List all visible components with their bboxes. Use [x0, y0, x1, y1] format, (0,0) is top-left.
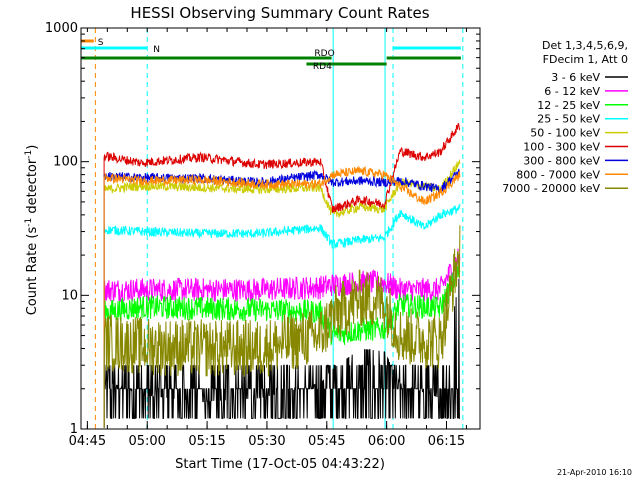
series-line-7000-20000-kev: [103, 225, 461, 428]
x-axis-label: Start Time (17-Oct-05 04:43:22): [175, 457, 385, 472]
legend-entry-label: 25 - 50 keV: [537, 113, 600, 126]
legend: Det 1,3,4,5,6,9,FDecim 1, Att 0 3 - 6 keV…: [502, 39, 628, 195]
x-axis-ticks: 04:45 05:00 05:15 05:30 05:45 06:00 06:15: [69, 28, 467, 449]
series-line-25-50-kev: [103, 203, 461, 428]
legend-entry-label: 50 - 100 keV: [530, 127, 600, 140]
x-tick-label: 06:00: [368, 434, 405, 449]
x-tick-label: 06:15: [428, 434, 465, 449]
legend-entry-label: 100 - 300 keV: [523, 141, 600, 154]
y-axis-label-main: Count Rate (s: [25, 227, 40, 316]
y-tick-label: 1000: [45, 21, 78, 36]
legend-entry-label: 6 - 12 keV: [544, 85, 600, 98]
y-axis-label-sup2: -1: [24, 150, 34, 159]
legend-entry-label: 800 - 7000 keV: [516, 168, 600, 181]
legend-header-line: FDecim 1, Att 0: [543, 53, 628, 66]
legend-entry-label: 12 - 25 keV: [537, 99, 600, 112]
flag-label-rdo: RDO: [314, 49, 334, 59]
timestamp: 21-Apr-2010 16:10: [557, 468, 632, 477]
x-tick-label: 05:00: [128, 434, 165, 449]
y-axis-label-sup1: -1: [24, 218, 34, 227]
series-lines: [103, 123, 461, 428]
series-line-3-6-kev: [103, 278, 460, 428]
flag-label-s: S: [98, 38, 104, 48]
flag-label-n: N: [153, 45, 160, 55]
legend-header-line: Det 1,3,4,5,6,9,: [542, 39, 628, 52]
legend-entry-label: 3 - 6 keV: [551, 71, 600, 84]
x-tick-label: 04:45: [69, 434, 106, 449]
y-axis-label-end: ): [25, 145, 40, 150]
series-line-800-7000-kev: [103, 165, 461, 428]
y-tick-label: 100: [53, 155, 78, 170]
series-line-6-12-kev: [103, 248, 461, 428]
x-tick-label: 05:30: [248, 434, 285, 449]
legend-entry-label: 7000 - 20000 keV: [502, 182, 600, 195]
series-line-12-25-kev: [103, 261, 461, 428]
y-tick-label: 10: [61, 288, 78, 303]
y-axis-label: Count Rate (s-1 detector-1): [24, 145, 40, 316]
x-tick-label: 05:45: [308, 434, 345, 449]
chart-title: HESSI Observing Summary Count Rates: [130, 4, 429, 22]
flag-label-rd4: RD4: [313, 62, 332, 72]
mode-flags: S N RDO RD4: [81, 38, 461, 72]
y-axis-ticks: 1 10 100 1000: [45, 21, 480, 437]
x-tick-label: 05:15: [188, 434, 225, 449]
series-line-100-300-kev: [103, 123, 461, 428]
y-axis-label-mid: detector: [25, 158, 40, 218]
legend-entry-label: 300 - 800 keV: [523, 154, 600, 167]
plot-frame: [80, 27, 481, 430]
y-tick-label: 1: [70, 422, 78, 437]
